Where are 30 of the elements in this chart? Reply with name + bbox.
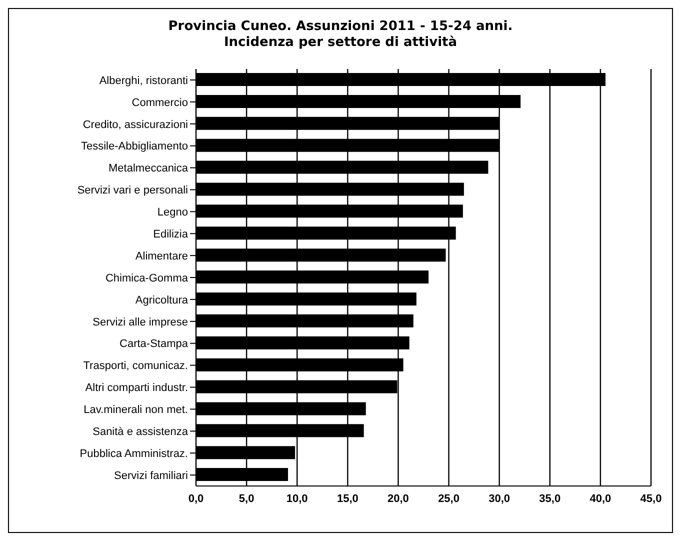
x-tick-label: 45,0 bbox=[640, 492, 662, 505]
y-tick-label: Metalmeccanica bbox=[108, 162, 189, 175]
y-tick-label: Chimica-Gomma bbox=[105, 272, 189, 284]
y-tick-label: Sanità e assistenza bbox=[92, 426, 189, 438]
x-tick-label: 25,0 bbox=[438, 492, 460, 505]
y-tick-label: Commercio bbox=[132, 96, 188, 109]
x-tick-label: 30,0 bbox=[488, 492, 510, 505]
x-tick-label: 5,0 bbox=[238, 492, 254, 505]
x-tick-label: 20,0 bbox=[388, 492, 409, 505]
x-tick-label: 0,0 bbox=[188, 492, 204, 505]
y-tick-label: Agricoltura bbox=[135, 294, 189, 306]
y-tick-label: Pubblica Amministraz. bbox=[80, 448, 188, 460]
x-tick-label: 40,0 bbox=[590, 492, 612, 505]
chart-title: Provincia Cuneo. Assunzioni 2011 - 15-24 anni. Incidenza per settore di attività bbox=[167, 19, 514, 51]
y-tick-label: Altri comparti industr. bbox=[85, 382, 188, 394]
y-tick-label: Tessile-Abbigliamento bbox=[81, 140, 188, 153]
y-tick-label: Alberghi, ristoranti bbox=[99, 74, 188, 87]
y-tick-label: Lav.minerali non met. bbox=[84, 404, 188, 416]
y-tick-label: Trasporti, comunicaz. bbox=[83, 360, 188, 372]
y-tick-label: Credito, assicurazioni bbox=[82, 118, 188, 131]
y-tick-label: Servizi vari e personali bbox=[77, 184, 188, 197]
y-tick-label: Carta-Stampa bbox=[120, 338, 189, 350]
y-tick-label: Servizi familiari bbox=[114, 470, 188, 482]
y-tick-label: Edilizia bbox=[153, 228, 189, 241]
x-tick-label: 35,0 bbox=[539, 492, 561, 505]
y-tick-label: Alimentare bbox=[135, 250, 188, 262]
y-tick-label: Servizi alle imprese bbox=[92, 316, 188, 328]
x-tick-label: 15,0 bbox=[336, 492, 358, 505]
x-tick-label: 10,0 bbox=[286, 492, 308, 505]
y-tick-label: Legno bbox=[157, 206, 188, 219]
